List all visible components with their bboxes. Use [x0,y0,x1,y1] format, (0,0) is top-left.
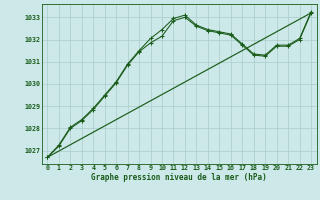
X-axis label: Graphe pression niveau de la mer (hPa): Graphe pression niveau de la mer (hPa) [91,173,267,182]
